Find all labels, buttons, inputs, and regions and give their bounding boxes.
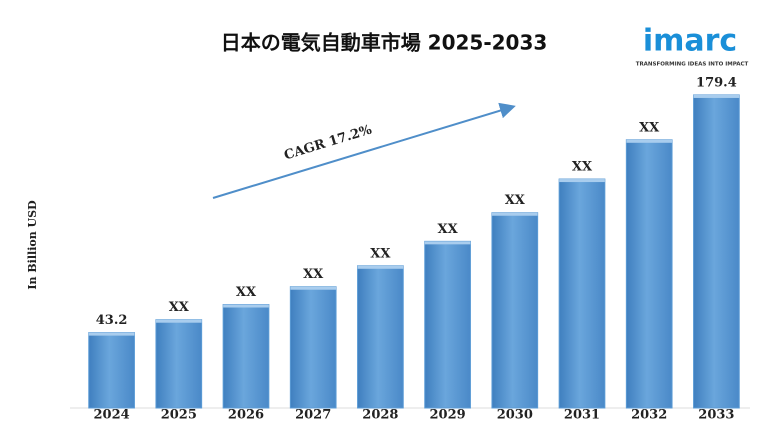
bar <box>625 139 673 409</box>
data-label: XX <box>370 246 391 261</box>
x-tick-label: 2031 <box>564 408 600 423</box>
bar-cap <box>290 286 337 290</box>
x-tick-label: 2028 <box>362 408 398 423</box>
data-label: XX <box>505 193 526 208</box>
bar <box>289 286 337 409</box>
x-tick-label: 2027 <box>295 408 331 423</box>
bar <box>693 94 740 409</box>
bar-cap <box>491 212 538 216</box>
data-label: XX <box>236 285 257 300</box>
bar <box>155 319 203 409</box>
cagr-arrow <box>212 102 516 199</box>
bar-cap <box>559 179 605 183</box>
data-label: 43.2 <box>96 313 128 328</box>
bar <box>558 178 606 409</box>
x-tick-label: 2024 <box>94 408 130 423</box>
x-tick-label: 2032 <box>631 408 667 423</box>
data-label: 179.4 <box>696 75 737 90</box>
bar-cap <box>626 139 673 143</box>
x-tick-label: 2030 <box>497 408 533 423</box>
bar-cap <box>357 265 404 269</box>
x-tick-label: 2026 <box>228 408 264 423</box>
y-axis-label: In Billion USD <box>26 200 39 290</box>
logo-name: imarc <box>643 24 737 59</box>
bar-cap <box>88 332 135 336</box>
x-tick-label: 2033 <box>698 408 734 423</box>
bar-cap <box>693 94 740 98</box>
x-tick-label: 2029 <box>430 408 466 423</box>
logo-tagline: TRANSFORMING IDEAS INTO IMPACT <box>636 62 749 68</box>
x-tick-label: 2025 <box>161 408 197 423</box>
bar-cap <box>424 241 471 245</box>
data-label: XX <box>169 300 190 315</box>
bar <box>88 332 135 409</box>
bar-cap <box>155 319 202 323</box>
bar <box>491 212 539 409</box>
bar <box>424 240 471 409</box>
bar <box>357 265 404 409</box>
bar-cap <box>223 304 269 308</box>
data-label: XX <box>572 160 593 175</box>
bar <box>222 304 270 409</box>
cagr-annotation: CAGR 17.2% <box>282 122 374 163</box>
data-label: XX <box>303 267 324 282</box>
chart-title: 日本の電気自動車市場 2025-2033 <box>221 31 548 55</box>
data-label: XX <box>438 222 459 237</box>
data-label: XX <box>639 120 660 135</box>
